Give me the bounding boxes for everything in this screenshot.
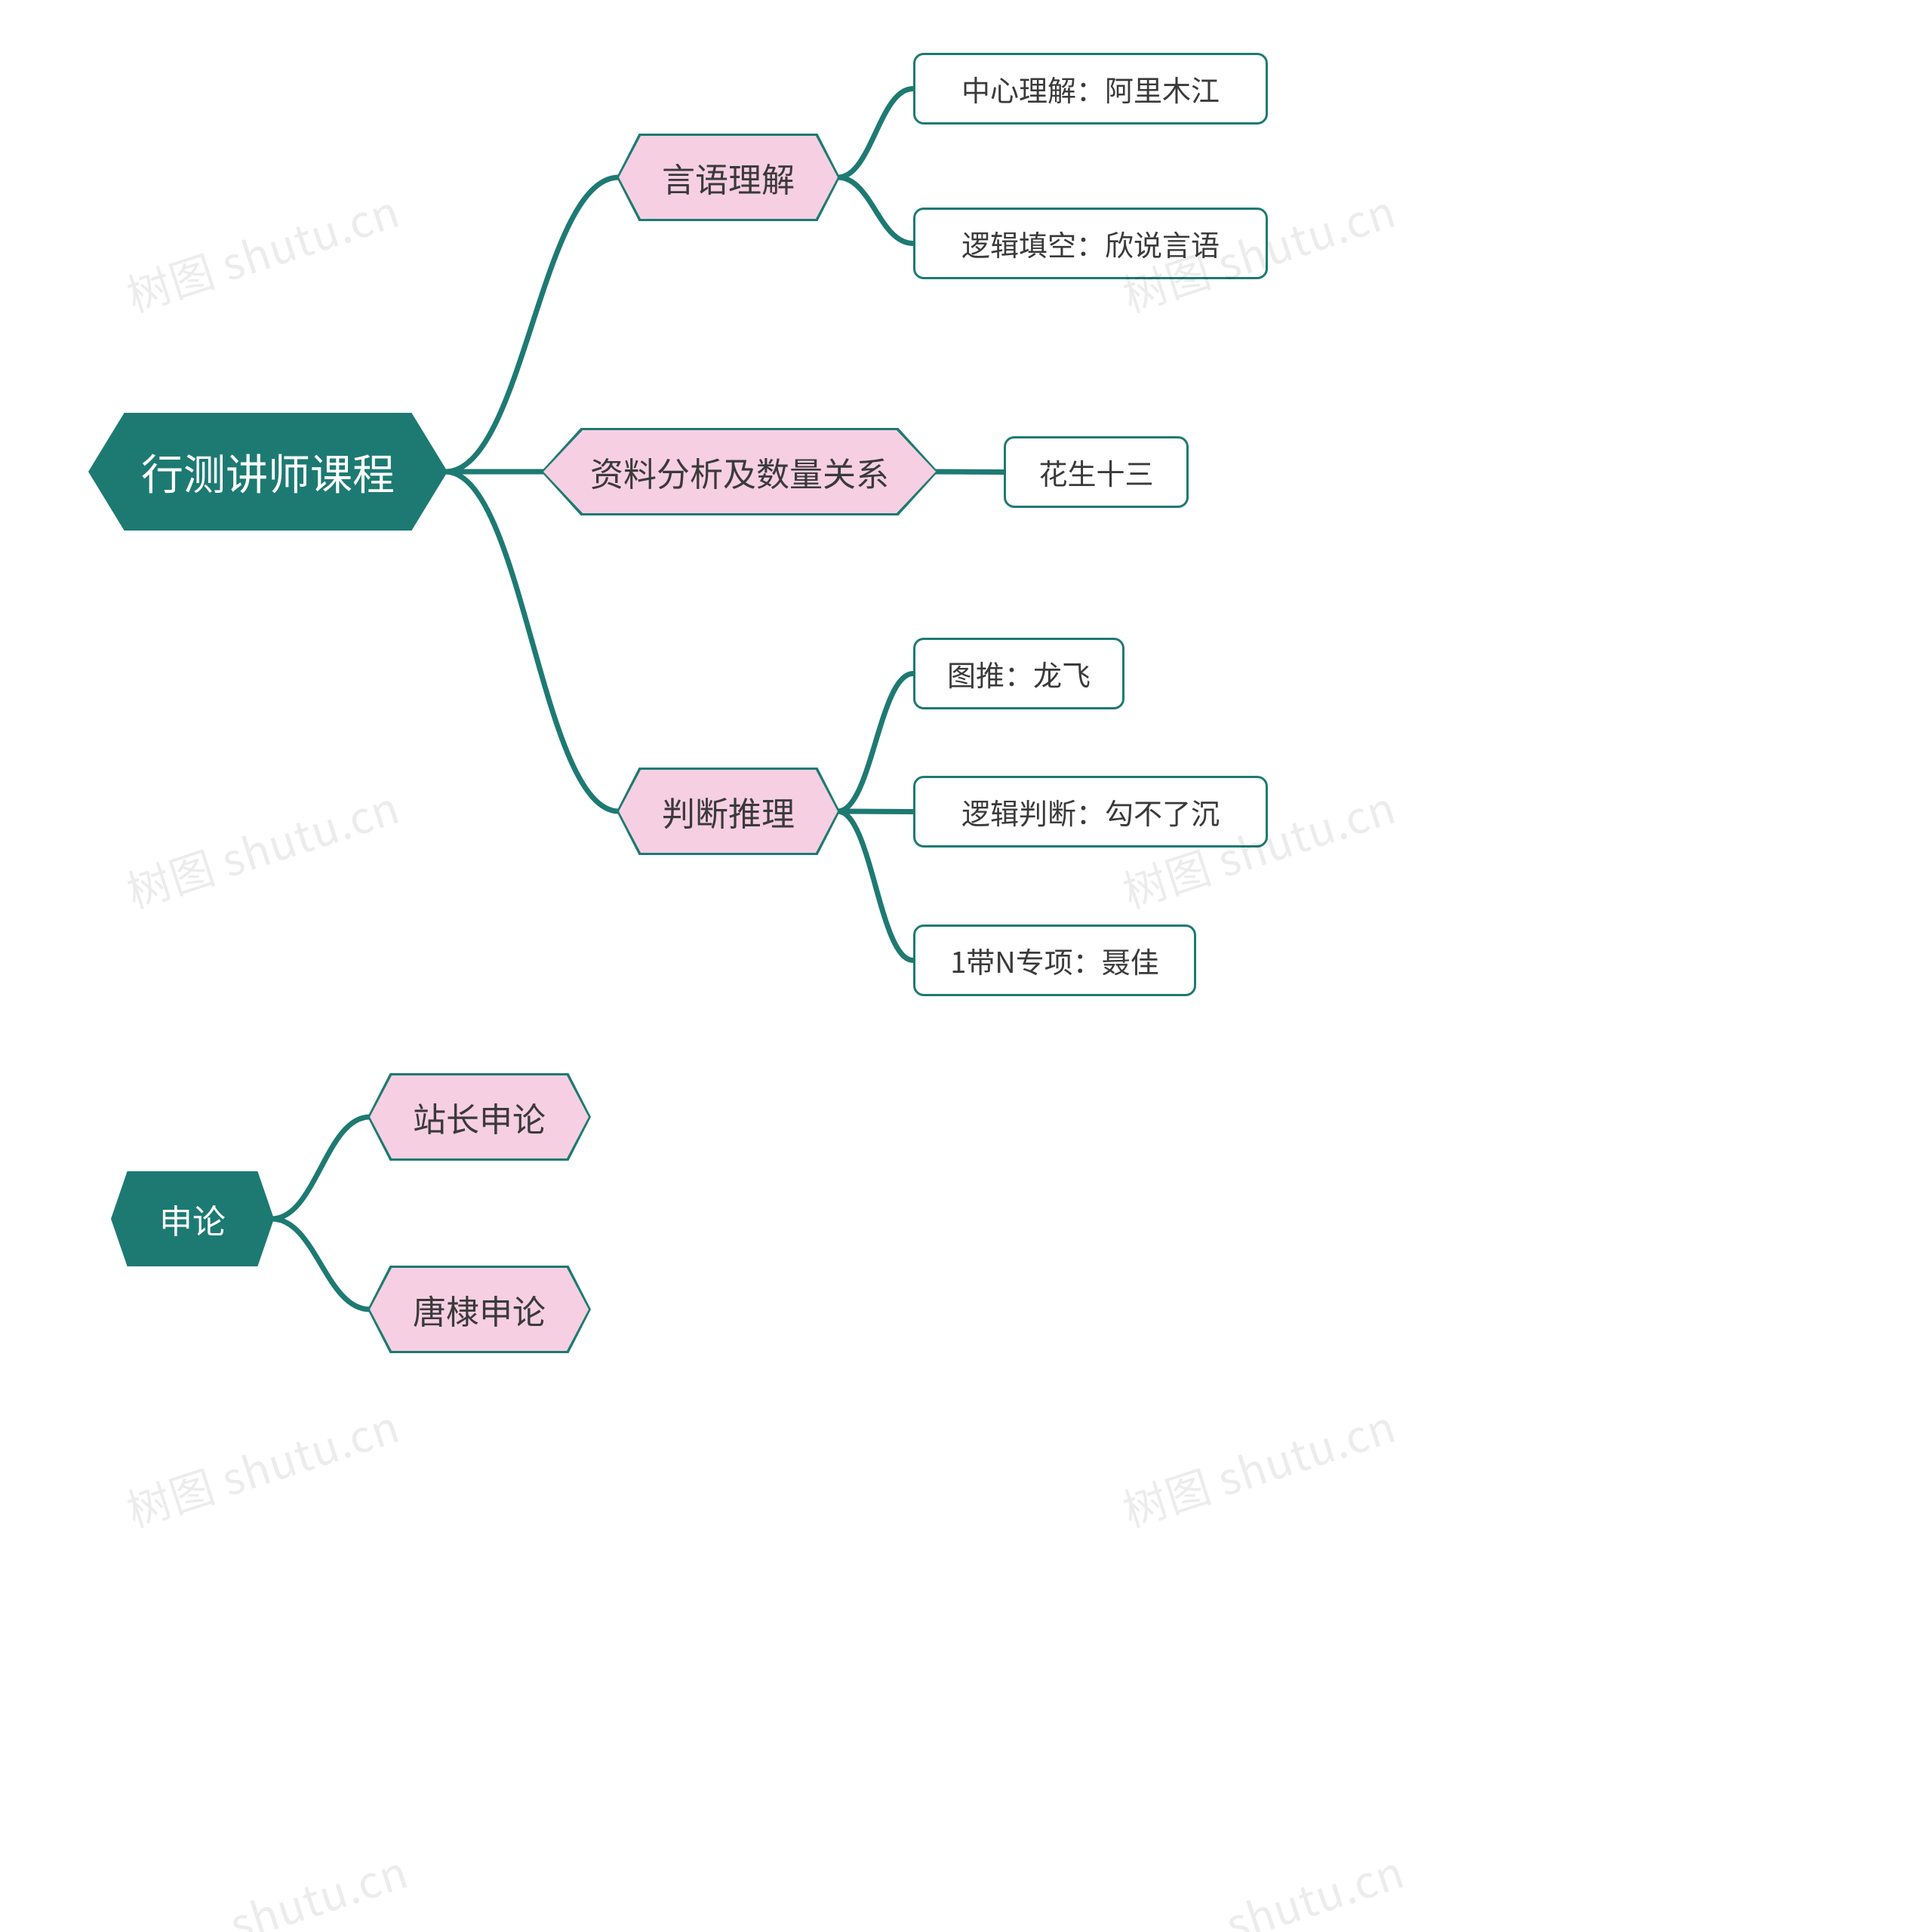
node-wrap-b3_l3[interactable]: 1带N专项：聂佳 <box>913 924 1196 996</box>
node-wrap-b1[interactable]: 言语理解 <box>619 136 838 219</box>
connector-root1-to-b1 <box>445 177 619 472</box>
node-label-r2_b1: 站长申论 <box>413 1093 546 1141</box>
watermark-2: 树图 shutu.cn <box>118 773 407 921</box>
node-label-b3: 判断推理 <box>662 787 795 835</box>
node-wrap-b3_l1[interactable]: 图推：龙飞 <box>913 638 1124 709</box>
node-label-b2: 资料分析及数量关系 <box>590 448 889 496</box>
node-label-b1_l1: 中心理解：阿里木江 <box>961 68 1220 109</box>
node-label-root2: 申论 <box>159 1195 226 1243</box>
node-label-root1: 行测讲师课程 <box>141 441 395 503</box>
connector-root2-to-r2_b2 <box>272 1219 370 1309</box>
node-b2_l1[interactable]: 花生十三 <box>1004 436 1189 508</box>
node-b3_l2[interactable]: 逻辑判断：勾不了沉 <box>913 776 1268 848</box>
node-label-b1_l2: 逻辑填空：欣说言语 <box>961 223 1220 264</box>
node-wrap-r2_b1[interactable]: 站长申论 <box>370 1075 589 1158</box>
connector-b1-to-b1_l1 <box>838 89 913 178</box>
node-wrap-b2_l1[interactable]: 花生十三 <box>1004 436 1189 508</box>
node-label-b2_l1: 花生十三 <box>1038 451 1153 493</box>
node-b1_l2[interactable]: 逻辑填空：欣说言语 <box>913 208 1268 279</box>
watermark-6: shutu.cn <box>221 1838 415 1932</box>
node-label-b1: 言语理解 <box>662 153 795 202</box>
node-root1[interactable]: 行测讲师课程 <box>91 415 445 528</box>
watermark-4: 树图 shutu.cn <box>118 1392 407 1540</box>
node-wrap-r2_b2[interactable]: 唐棣申论 <box>370 1268 589 1351</box>
node-label-b3_l2: 逻辑判断：勾不了沉 <box>961 791 1220 832</box>
connector-b1-to-b1_l2 <box>838 177 913 244</box>
node-label-b3_l3: 1带N专项：聂佳 <box>950 940 1159 981</box>
node-b3_l3[interactable]: 1带N专项：聂佳 <box>913 924 1196 996</box>
node-wrap-b1_l1[interactable]: 中心理解：阿里木江 <box>913 53 1268 125</box>
node-wrap-root1[interactable]: 行测讲师课程 <box>91 415 445 528</box>
watermark-5: 树图 shutu.cn <box>1114 1392 1403 1540</box>
node-b3_l1[interactable]: 图推：龙飞 <box>913 638 1124 709</box>
watermark-0: 树图 shutu.cn <box>118 177 407 325</box>
node-b1_l1[interactable]: 中心理解：阿里木江 <box>913 53 1268 125</box>
node-b2[interactable]: 资料分析及数量关系 <box>543 430 936 513</box>
node-r2_b1[interactable]: 站长申论 <box>370 1075 589 1158</box>
connector-b3-to-b3_l1 <box>838 674 913 812</box>
connector-root1-to-b3 <box>445 472 619 811</box>
watermark-7: shutu.cn <box>1217 1838 1411 1932</box>
node-label-b3_l1: 图推：龙飞 <box>947 653 1091 694</box>
node-wrap-b2[interactable]: 资料分析及数量关系 <box>543 430 936 513</box>
node-label-r2_b2: 唐棣申论 <box>413 1285 546 1334</box>
node-b3[interactable]: 判断推理 <box>619 770 838 853</box>
node-root2[interactable]: 申论 <box>113 1174 272 1264</box>
node-r2_b2[interactable]: 唐棣申论 <box>370 1268 589 1351</box>
connector-b3-to-b3_l3 <box>838 811 913 961</box>
node-wrap-b1_l2[interactable]: 逻辑填空：欣说言语 <box>913 208 1268 279</box>
connector-b3-to-b3_l2 <box>838 811 913 812</box>
connector-root2-to-r2_b1 <box>272 1117 370 1219</box>
node-wrap-b3[interactable]: 判断推理 <box>619 770 838 853</box>
node-wrap-root2[interactable]: 申论 <box>113 1174 272 1264</box>
node-wrap-b3_l2[interactable]: 逻辑判断：勾不了沉 <box>913 776 1268 848</box>
node-b1[interactable]: 言语理解 <box>619 136 838 219</box>
